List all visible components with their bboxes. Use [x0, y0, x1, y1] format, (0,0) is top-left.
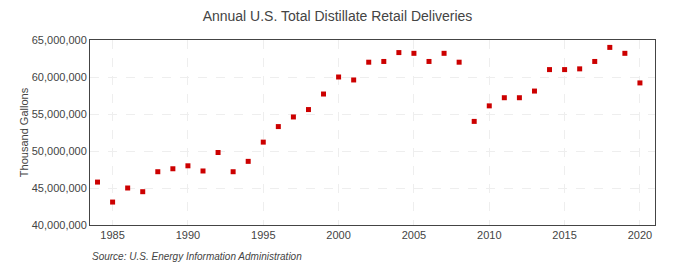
svg-text:1985: 1985	[100, 229, 124, 241]
svg-text:2010: 2010	[477, 229, 501, 241]
svg-text:45,000,000: 45,000,000	[32, 182, 87, 194]
svg-text:60,000,000: 60,000,000	[32, 71, 87, 83]
svg-text:Thousand Gallons: Thousand Gallons	[18, 87, 30, 177]
svg-text:65,000,000: 65,000,000	[32, 34, 87, 46]
svg-text:1990: 1990	[176, 229, 200, 241]
svg-text:55,000,000: 55,000,000	[32, 108, 87, 120]
svg-text:40,000,000: 40,000,000	[32, 219, 87, 231]
svg-text:2020: 2020	[628, 229, 652, 241]
svg-text:Annual U.S. Total Distillate R: Annual U.S. Total Distillate Retail Deli…	[203, 8, 473, 24]
svg-text:2015: 2015	[552, 229, 576, 241]
svg-text:2000: 2000	[326, 229, 350, 241]
svg-text:Source: U.S. Energy Informatio: Source: U.S. Energy Information Administ…	[92, 251, 302, 262]
svg-text:50,000,000: 50,000,000	[32, 145, 87, 157]
svg-text:2005: 2005	[402, 229, 426, 241]
svg-text:1995: 1995	[251, 229, 275, 241]
